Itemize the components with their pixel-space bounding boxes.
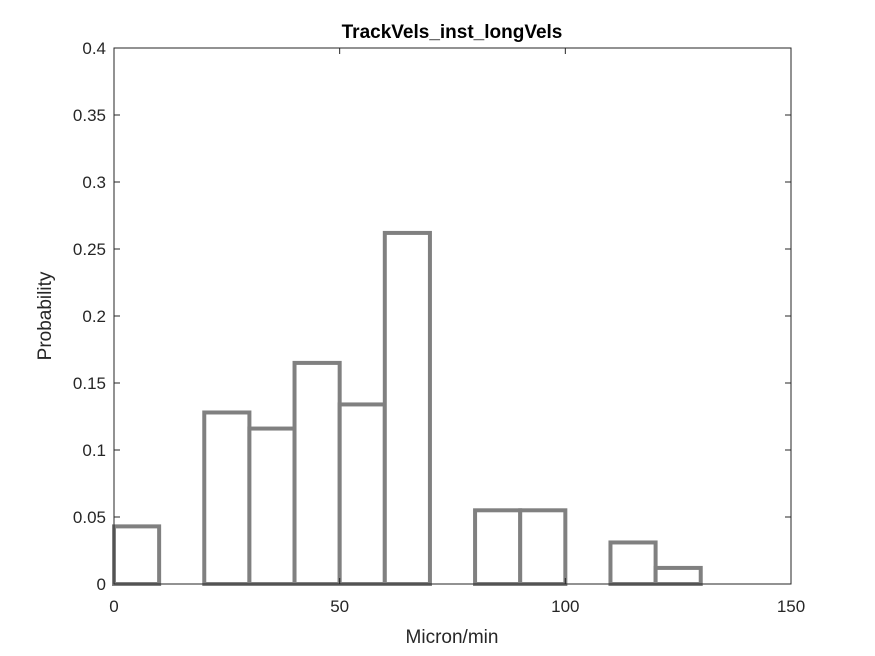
histogram-bar: [112, 524, 162, 587]
histogram-bar: [202, 410, 252, 587]
x-tick-label: 150: [777, 597, 805, 616]
histogram-bar: [653, 565, 703, 586]
x-tick-label: 100: [551, 597, 579, 616]
y-tick-label: 0.3: [82, 173, 106, 192]
histogram-bar: [518, 508, 568, 586]
histogram-bar: [247, 426, 297, 586]
histogram-bar: [473, 508, 523, 586]
y-axis-label: Probability: [35, 271, 56, 360]
histogram-bars: [112, 230, 703, 587]
x-axis-ticks: 0 50 100 150: [109, 48, 805, 616]
y-tick-label: 0.05: [73, 508, 106, 527]
x-tick-label: 50: [330, 597, 349, 616]
chart-title: TrackVels_inst_longVels: [342, 22, 563, 43]
x-tick-label: 0: [109, 597, 118, 616]
histogram-bar: [337, 402, 387, 586]
histogram-bar: [292, 360, 342, 586]
y-tick-label: 0.35: [73, 106, 106, 125]
y-tick-label: 0.2: [82, 307, 106, 326]
x-axis-label: Micron/min: [406, 627, 499, 648]
histogram-bar: [382, 230, 432, 586]
y-tick-label: 0.1: [82, 441, 106, 460]
y-tick-label: 0.4: [82, 39, 106, 58]
y-tick-label: 0.15: [73, 374, 106, 393]
y-tick-label: 0: [97, 575, 106, 594]
histogram-bar: [608, 540, 658, 587]
y-axis-ticks: 0 0.05 0.1 0.15 0.2 0.25 0.3 0.35 0.4: [73, 39, 791, 594]
y-tick-label: 0.25: [73, 240, 106, 259]
